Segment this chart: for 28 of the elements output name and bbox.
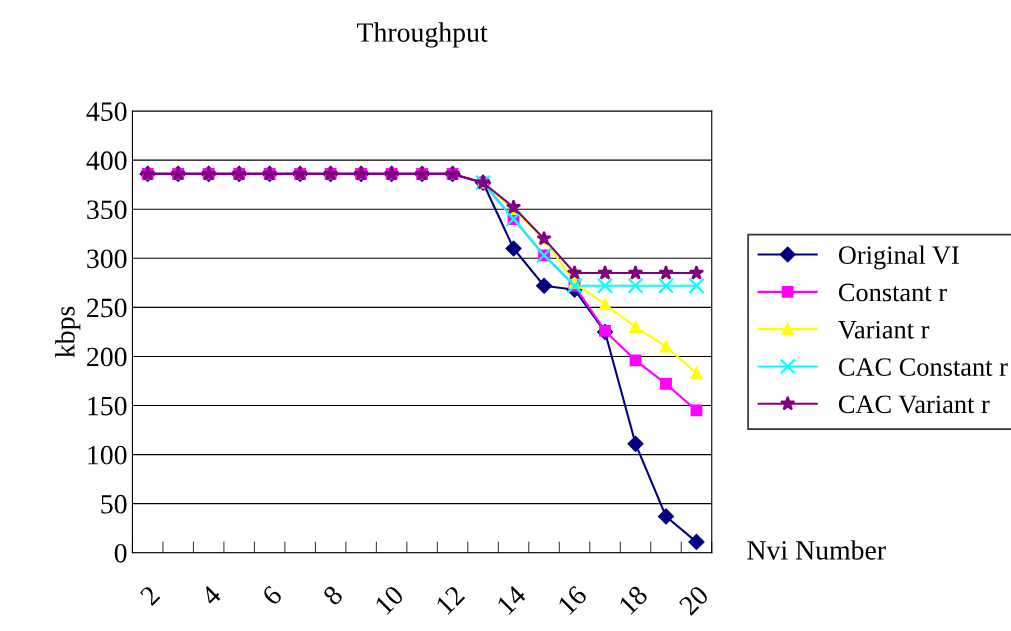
x-tick-label: 16 bbox=[557, 584, 588, 616]
x-axis-title: Nvi Number bbox=[747, 540, 886, 560]
x-tick-label: 10 bbox=[374, 584, 405, 616]
x-tick-label: 14 bbox=[496, 584, 527, 615]
y-tick-label: 150 bbox=[88, 396, 127, 416]
chart-title: Throughput bbox=[357, 22, 488, 48]
x-tick-label: 4 bbox=[199, 584, 222, 607]
y-tick-label: 0 bbox=[114, 543, 127, 563]
y-tick-label: 50 bbox=[101, 494, 127, 514]
y-tick-label: 250 bbox=[87, 298, 127, 318]
x-tick-label: 18 bbox=[618, 584, 649, 616]
y-tick-label: 350 bbox=[87, 200, 127, 220]
x-tick-label: 12 bbox=[435, 585, 466, 615]
y-tick-label: 200 bbox=[87, 347, 127, 367]
y-axis-title: kbps bbox=[55, 306, 81, 358]
y-tick-label: 450 bbox=[86, 102, 127, 121]
legend-label: CAC Variant r bbox=[838, 395, 990, 414]
y-tick-label: 400 bbox=[86, 151, 127, 171]
legend-label: Variant r bbox=[838, 320, 930, 339]
legend-label: CAC Constant r bbox=[838, 358, 1008, 376]
legend-label: Original VI bbox=[838, 245, 959, 270]
x-tick-label: 2 bbox=[139, 585, 161, 606]
y-tick-label: 300 bbox=[87, 249, 127, 269]
x-tick-label: 20 bbox=[678, 584, 710, 616]
x-tick-label: 6 bbox=[261, 584, 283, 607]
legend-label: Constant r bbox=[838, 283, 947, 302]
y-tick-label: 100 bbox=[88, 445, 127, 465]
x-tick-label: 8 bbox=[322, 584, 344, 607]
